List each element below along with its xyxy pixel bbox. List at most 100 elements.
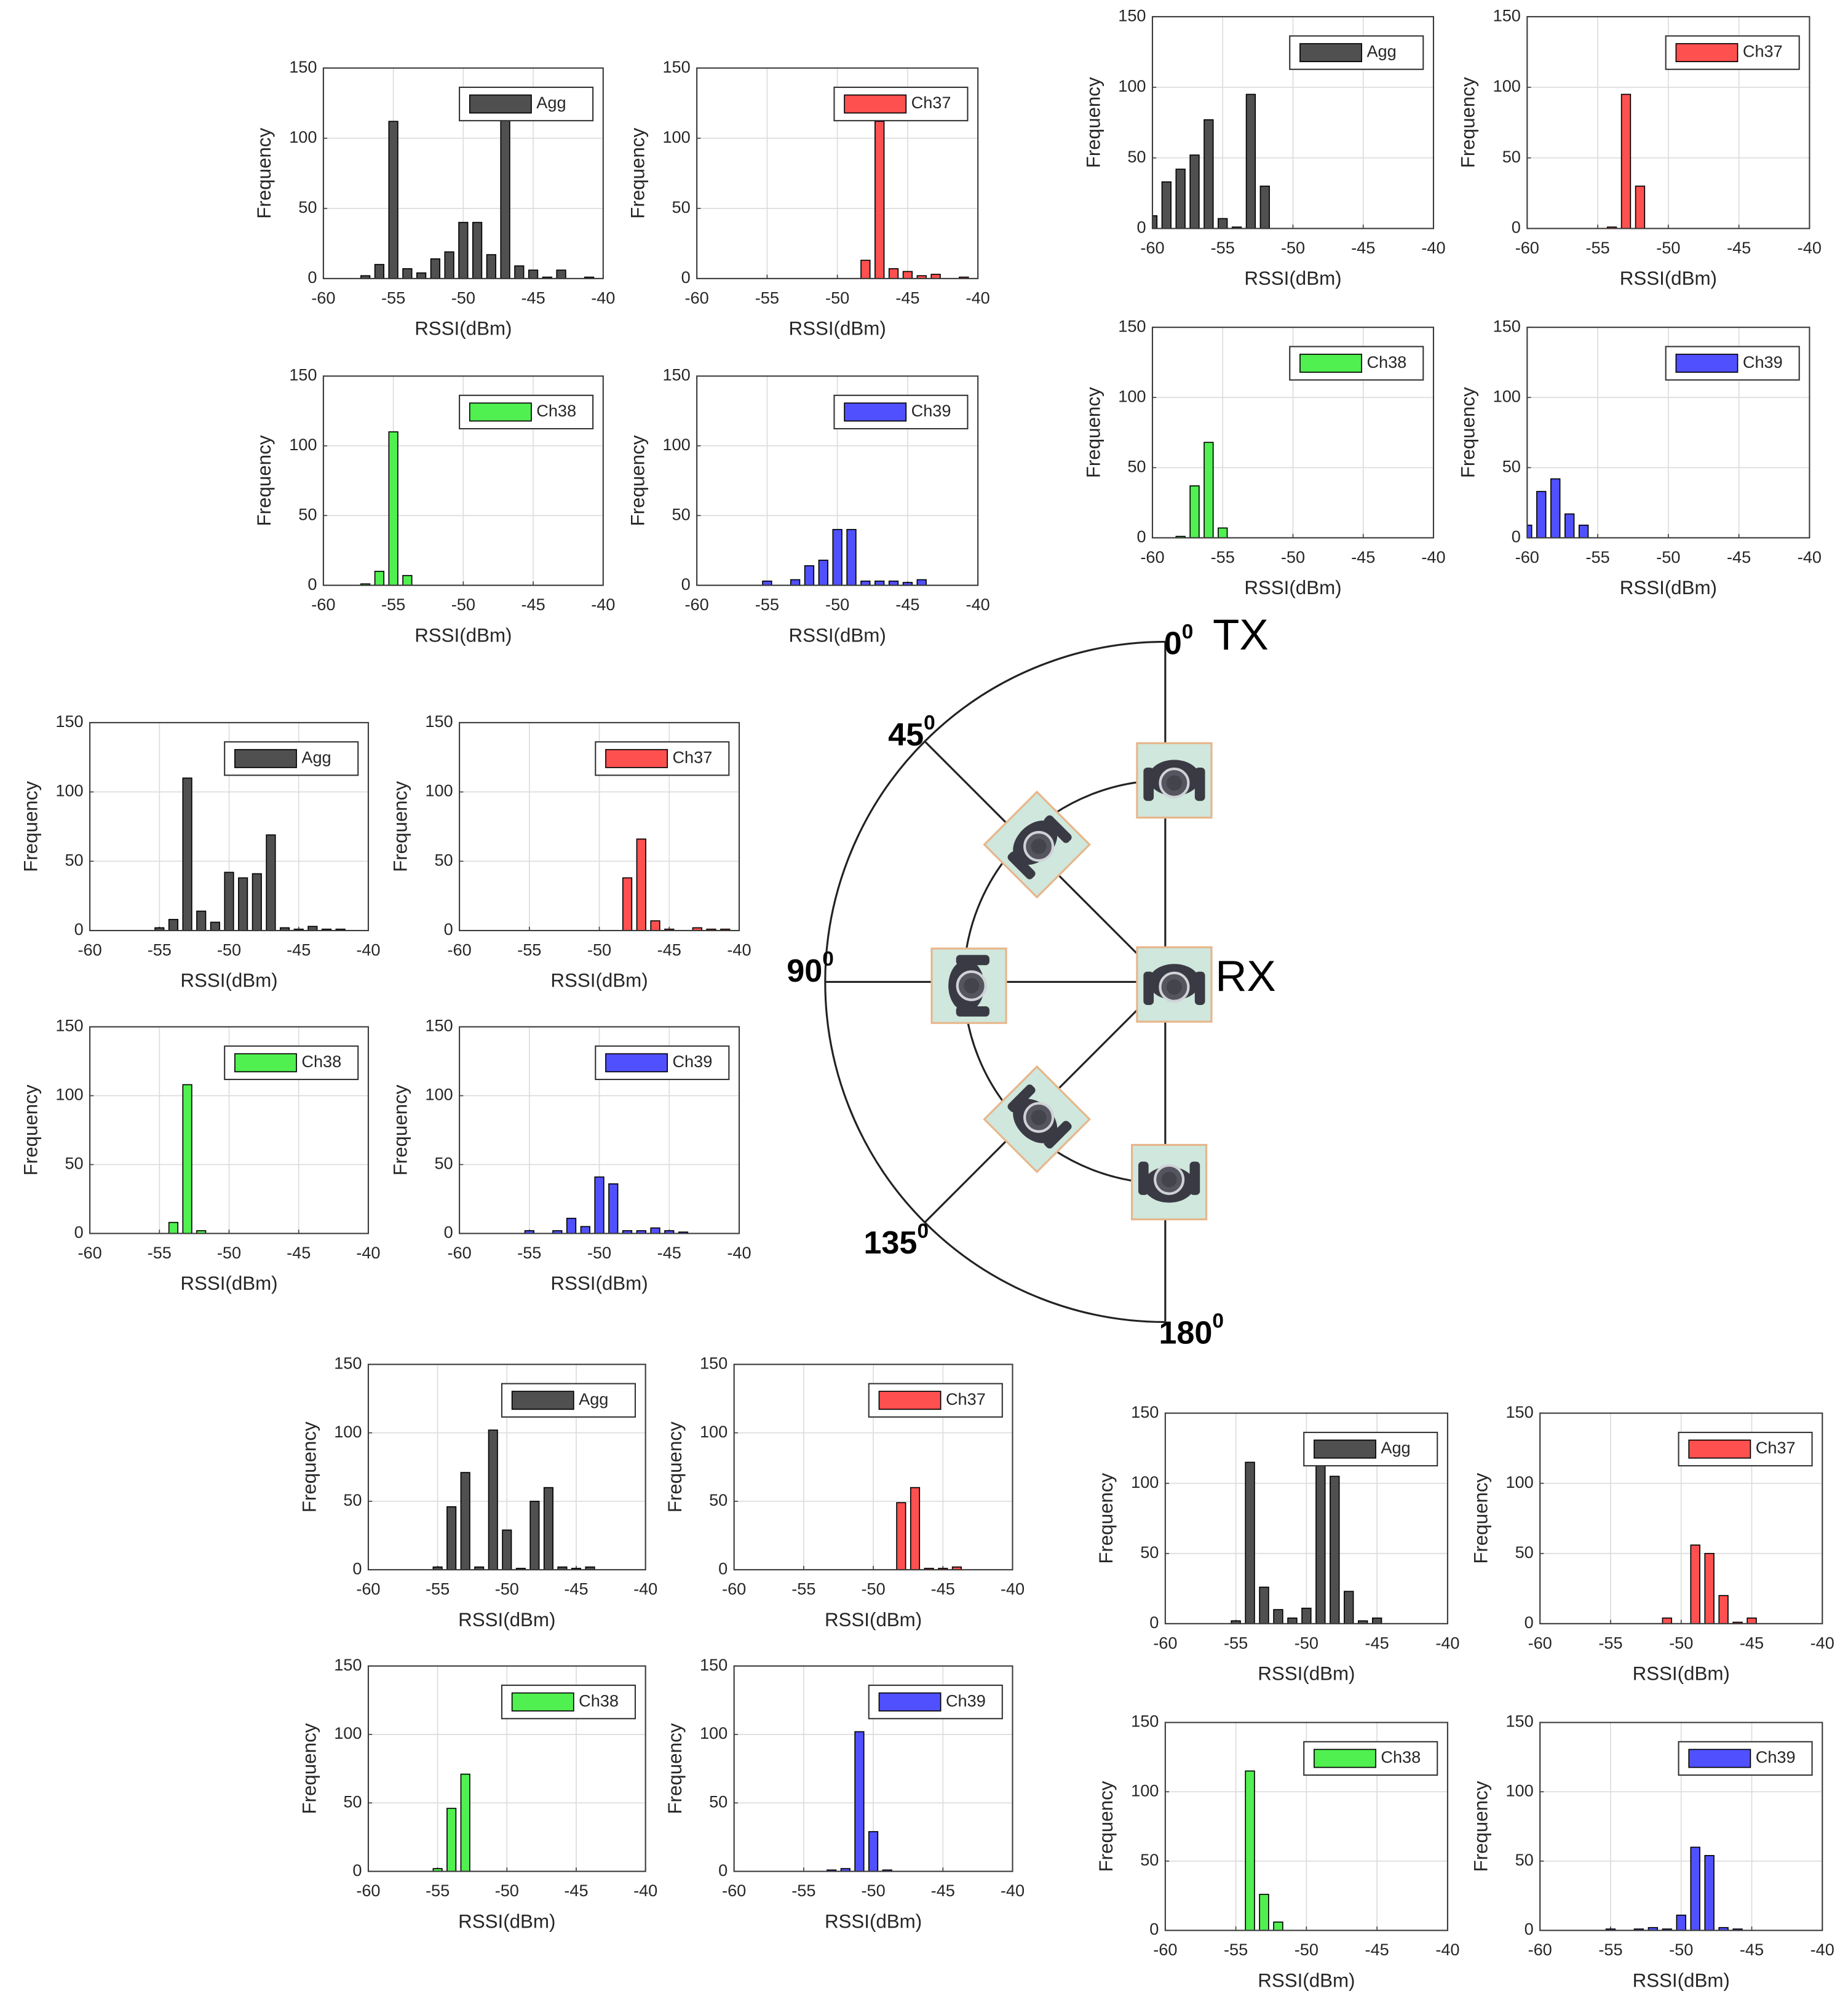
x-tick-label: -50	[825, 288, 849, 307]
legend-label: Ch38	[301, 1052, 341, 1071]
bar	[1662, 1617, 1672, 1624]
y-tick-label: 50	[672, 197, 691, 216]
legend-swatch	[1299, 43, 1362, 63]
y-tick-label: 50	[298, 197, 317, 216]
bar	[1189, 485, 1200, 538]
plot-frame	[1526, 327, 1810, 539]
y-axis-label: Frequency	[298, 1421, 320, 1512]
bar	[458, 221, 469, 279]
bars	[1662, 1544, 1757, 1624]
bar	[432, 1868, 443, 1872]
legend-swatch	[1314, 1439, 1376, 1459]
plot-frame	[1151, 327, 1435, 539]
x-tick-label: -50	[495, 1881, 519, 1900]
bar	[1315, 1464, 1326, 1624]
y-axis-label: Frequency	[1082, 387, 1104, 478]
bar	[1273, 1609, 1283, 1624]
bar	[585, 1566, 595, 1570]
angle-value: 135	[863, 1225, 917, 1261]
y-tick-label: 50	[343, 1792, 362, 1811]
y-tick-label: 0	[1149, 1920, 1159, 1939]
y-tick-label: 100	[1493, 76, 1521, 95]
y-axis-label: Frequency	[389, 781, 411, 872]
x-tick-label: -45	[1740, 1633, 1764, 1652]
y-axis-label: Frequency	[1457, 77, 1479, 168]
x-tick-label: -55	[1598, 1940, 1622, 1959]
x-tick-label: -40	[633, 1579, 657, 1599]
y-tick-label: 0	[1136, 527, 1146, 546]
bar	[1620, 93, 1632, 229]
bar	[1161, 181, 1172, 229]
plot-frame	[1164, 1722, 1448, 1931]
x-axis-label: RSSI(dBm)	[458, 1910, 555, 1932]
x-tick-label: -40	[727, 1243, 751, 1262]
bar	[515, 1568, 526, 1570]
bar	[938, 1568, 948, 1570]
bar	[1189, 154, 1200, 229]
legend-label: Agg	[1381, 1438, 1410, 1457]
x-tick-label: -60	[1515, 547, 1539, 566]
y-tick-label: 100	[425, 1085, 453, 1104]
y-tick-label: 150	[1118, 316, 1146, 335]
legend-swatch	[605, 749, 668, 768]
person-icon	[985, 1067, 1090, 1172]
y-axis-label: Frequency	[1082, 77, 1104, 168]
y-tick-label: 50	[1515, 1543, 1534, 1562]
bar	[1259, 1894, 1269, 1931]
legend-label: Agg	[1366, 42, 1396, 61]
person-icon	[1132, 1145, 1207, 1219]
bar	[804, 565, 815, 586]
x-tick-label: -40	[1435, 1940, 1459, 1959]
x-tick-label: -45	[1365, 1940, 1389, 1959]
bar	[1301, 1607, 1312, 1624]
y-tick-label: 0	[352, 1559, 362, 1578]
legend: Ch37	[1678, 1431, 1813, 1467]
x-tick-label: -40	[591, 288, 615, 307]
x-tick-label: -55	[381, 288, 405, 307]
y-tick-label: 0	[1525, 1613, 1534, 1632]
x-tick-label: -45	[1351, 547, 1375, 566]
bar	[566, 1217, 577, 1234]
histogram-chart: -60 -55 -50 -45 -40 0 50 100 150 RSSI(dBm) Frequen…	[1457, 316, 1822, 598]
x-axis-label: RSSI(dBm)	[1244, 268, 1341, 289]
bar	[1152, 215, 1158, 229]
angle-value: 90	[787, 953, 822, 989]
rx-label: RX	[1215, 952, 1276, 1001]
bar	[196, 910, 207, 931]
x-tick-label: -55	[517, 940, 541, 959]
y-tick-label: 100	[55, 781, 83, 800]
person-icon	[985, 792, 1090, 897]
y-tick-label: 150	[662, 57, 690, 76]
x-tick-label: -50	[217, 1243, 241, 1262]
legend-swatch	[844, 94, 907, 114]
plot-frame	[459, 721, 740, 932]
x-tick-label: -45	[1727, 547, 1751, 566]
bar	[266, 834, 276, 931]
x-axis-label: RSSI(dBm)	[458, 1609, 555, 1631]
bar	[374, 264, 384, 279]
histogram-chart: -60 -55 -50 -45 -40 0 50 100 150 RSSI(dBm) Frequen…	[298, 1655, 657, 1932]
person-icon	[1137, 947, 1212, 1022]
legend-label: Ch38	[579, 1691, 619, 1710]
bar	[678, 1231, 689, 1234]
legend-label: Ch39	[672, 1052, 712, 1071]
bar	[1633, 1928, 1644, 1931]
angle-label: 900	[787, 948, 834, 989]
x-tick-label: -55	[426, 1881, 450, 1900]
x-tick-label: -55	[426, 1579, 450, 1599]
x-tick-label: -50	[451, 288, 475, 307]
bar	[902, 271, 913, 279]
angle-value: 0	[1164, 626, 1182, 661]
legend: Ch38	[501, 1684, 636, 1720]
legend-label: Agg	[536, 93, 566, 112]
bar	[472, 221, 483, 279]
x-tick-label: -50	[1669, 1940, 1693, 1959]
bar	[1175, 169, 1186, 229]
y-tick-label: 50	[343, 1490, 362, 1509]
legend: Agg	[1289, 35, 1424, 70]
y-tick-label: 100	[700, 1723, 728, 1742]
bar	[924, 1568, 934, 1570]
bar	[827, 1869, 837, 1872]
legend-swatch	[1675, 354, 1739, 373]
y-tick-label: 100	[1131, 1781, 1159, 1800]
